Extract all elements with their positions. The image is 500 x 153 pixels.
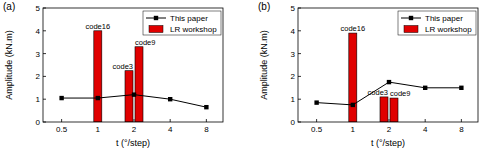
x-tick [170,119,171,122]
y-tick [298,30,301,31]
x-tick-label: 4 [423,125,428,134]
plot-frame [298,8,478,122]
legend-label: This paper [425,14,463,23]
y-tick [298,76,301,77]
legend-box [143,11,221,35]
bar [135,47,143,122]
x-tick [461,119,462,122]
panel-label: (b) [258,1,270,12]
y-tick-label: 2 [36,72,41,81]
y-tick [43,76,46,77]
y-tick-label: 2 [291,72,296,81]
y-tick-label: 1 [36,95,41,104]
x-tick-label: 0.5 [311,125,323,134]
line [317,82,462,105]
bar [94,31,102,122]
x-tick [206,119,207,122]
plot-area [314,33,463,122]
legend-marker [409,16,413,20]
bar-annotation: code3 [113,62,133,71]
plot-area [59,31,208,122]
x-tick-label: 4 [168,125,173,134]
x-axis-label: t (°/step) [371,138,405,148]
y-tick [43,30,46,31]
y-tick-label: 3 [36,50,41,59]
legend-label: LR workshop [425,25,472,34]
marker [204,105,208,109]
marker [351,103,355,107]
x-tick-label: 1 [351,125,356,134]
panel-label: (a) [3,1,15,12]
marker [423,86,427,90]
legend: This paper LR workshop [143,11,221,35]
y-tick-label: 5 [36,4,41,13]
figure: (a) 0 1 2 3 4 5 0.5 1 2 4 8 t (°/step) Amplitude (kN.… [0,0,500,153]
x-tick [425,119,426,122]
y-tick [43,99,46,100]
y-tick-label: 0 [291,118,296,127]
x-tick-label: 8 [204,125,209,134]
y-tick [298,99,301,100]
marker [96,96,100,100]
legend-swatch [149,26,163,33]
x-tick-label: 2 [387,125,392,134]
x-tick [388,119,389,122]
legend: This paper LR workshop [398,11,476,35]
panel: (a) 0 1 2 3 4 5 0.5 1 2 4 8 t (°/step) Amplitude (kN.… [3,1,223,148]
y-tick-label: 4 [36,27,41,36]
x-tick [316,119,317,122]
y-tick [298,53,301,54]
legend-swatch [404,26,418,33]
y-tick [43,53,46,54]
marker [59,96,63,100]
y-tick-label: 3 [291,50,296,59]
x-tick-label: 1 [96,125,101,134]
x-tick-label: 8 [459,125,464,134]
y-axis-label: Amplitude (kN.m) [4,30,14,100]
x-tick [133,119,134,122]
bar-annotation: code16 [86,22,111,31]
legend-marker [154,16,158,20]
y-tick-label: 5 [291,4,296,13]
marker [459,86,463,90]
bar-annotation: code9 [135,38,155,47]
bar [349,33,357,122]
y-tick-label: 1 [291,95,296,104]
bar-annotation: code16 [341,24,366,33]
x-tick-label: 2 [132,125,137,134]
legend-box [398,11,476,35]
x-axis-label: t (°/step) [116,138,150,148]
bar-annotation: code9 [390,89,410,98]
x-tick [61,119,62,122]
x-tick-label: 0.5 [56,125,68,134]
plot-frame [43,8,223,122]
bar [380,97,388,122]
y-tick-label: 4 [291,27,296,36]
bar-annotation: code3 [368,88,388,97]
marker [387,80,391,84]
legend-label: This paper [170,14,208,23]
legend-label: LR workshop [170,25,217,34]
bar [390,98,398,122]
marker [132,92,136,96]
panel: (b) 0 1 2 3 4 5 0.5 1 2 4 8 t (°/step) Amplitude (kN.… [258,1,478,148]
y-axis-label: Amplitude (kN.m) [259,30,269,100]
y-tick-label: 0 [36,118,41,127]
marker [314,100,318,104]
marker [168,97,172,101]
